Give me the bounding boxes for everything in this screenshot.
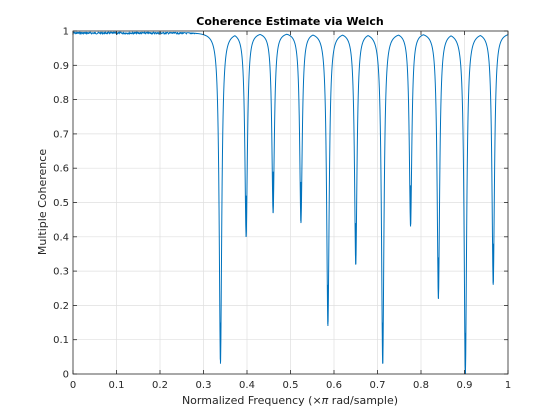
y-tick-label: 0.3 — [53, 267, 69, 278]
y-axis-title: Multiple Coherence — [36, 149, 49, 255]
x-tick-label: 0.3 — [196, 380, 212, 391]
y-tick-label: 0.7 — [53, 129, 69, 140]
x-tick-label: 0.4 — [239, 380, 255, 391]
x-axis-title-pi: π — [322, 394, 329, 407]
x-tick-label: 1 — [505, 380, 511, 391]
x-tick-label: 0.2 — [152, 380, 168, 391]
x-axis-title-suffix: rad/sample) — [328, 394, 398, 407]
x-tick-label: 0.5 — [283, 380, 299, 391]
y-tick-label: 0.2 — [53, 301, 69, 312]
x-tick-label: 0.7 — [370, 380, 386, 391]
x-tick-label: 0.8 — [413, 380, 429, 391]
x-axis-title: Normalized Frequency (×π rad/sample) — [182, 394, 398, 407]
y-tick-label: 1 — [63, 27, 69, 38]
x-tick-label: 0 — [70, 380, 76, 391]
y-tick-label: 0.4 — [53, 232, 69, 243]
chart-title: Coherence Estimate via Welch — [196, 15, 384, 28]
x-axis-title-prefix: Normalized Frequency (× — [182, 394, 322, 407]
x-tick-label: 0.9 — [457, 380, 473, 391]
y-tick-label: 0.1 — [53, 335, 69, 346]
y-tick-label: 0.9 — [53, 61, 69, 72]
y-tick-label: 0.8 — [53, 95, 69, 106]
data-series — [72, 31, 509, 374]
y-tick-label: 0.6 — [53, 164, 69, 175]
x-tick-label: 0.1 — [109, 380, 125, 391]
y-tick-label: 0 — [63, 370, 69, 381]
x-tick-label: 0.6 — [326, 380, 342, 391]
axis-ticks: 0 0.1 0.2 0.3 0.4 0.5 0.6 0.7 0.8 0.9 1 0 0.1 0.2 0.3 0… — [53, 27, 511, 392]
coherence-line — [72, 31, 509, 374]
y-tick-label: 0.5 — [53, 198, 69, 209]
